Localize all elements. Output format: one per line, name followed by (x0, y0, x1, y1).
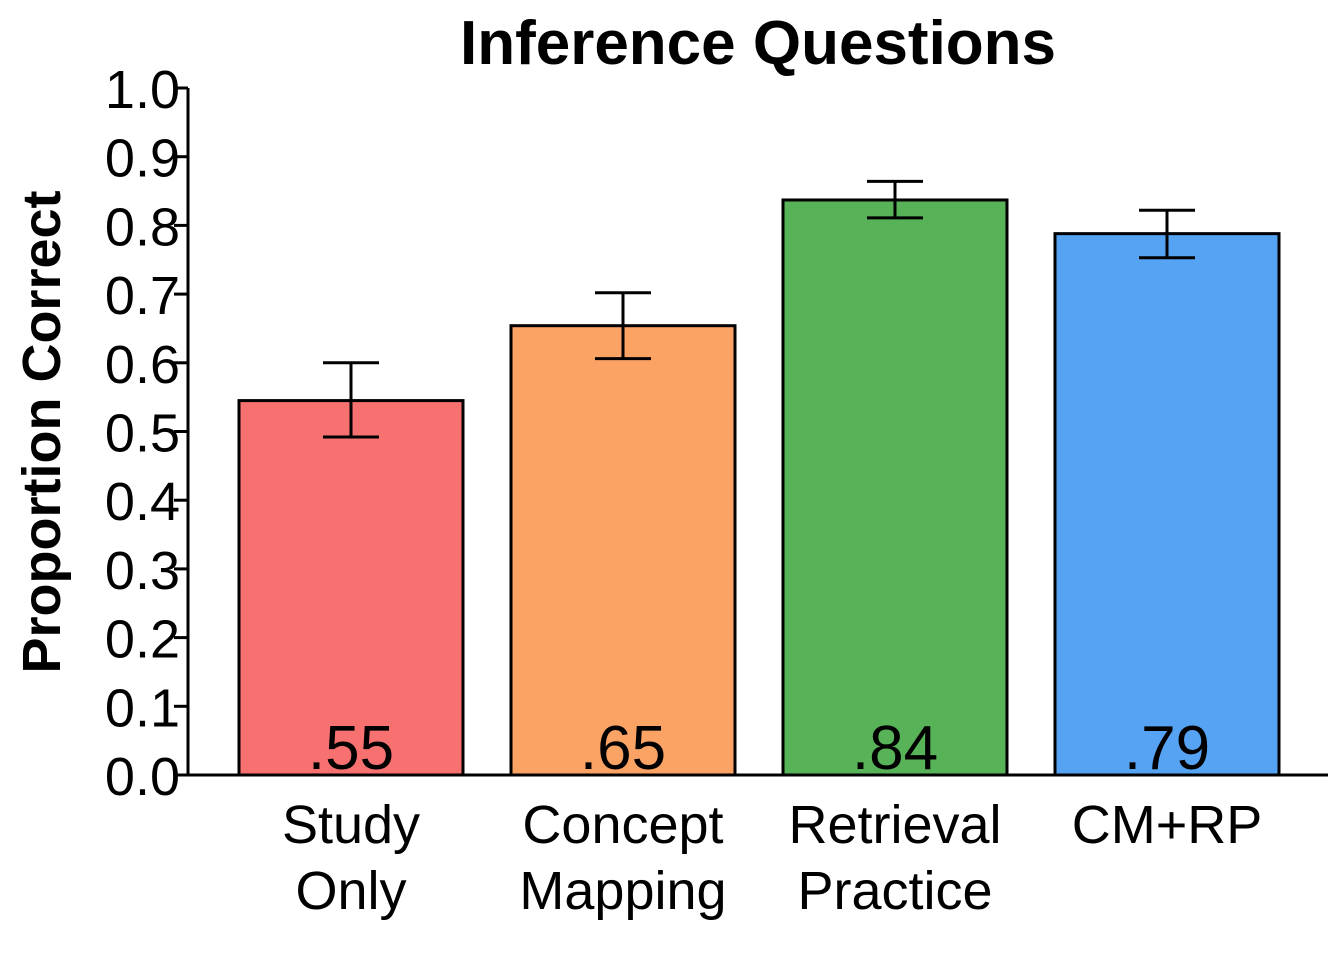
chart-title: Inference Questions (460, 9, 1056, 78)
y-tick-label: 0.9 (105, 129, 180, 189)
x-category-label: Practice (797, 861, 992, 921)
bar (509, 324, 737, 777)
bar (781, 198, 1009, 777)
y-tick-label: 0.2 (105, 610, 180, 670)
x-category-label: Only (295, 861, 406, 921)
y-tick-label: 0.5 (105, 404, 180, 464)
y-tick-label: 0.7 (105, 266, 180, 326)
y-tick-label: 0.4 (105, 472, 180, 532)
data-label: .55 (308, 714, 394, 783)
data-label: .84 (852, 714, 938, 783)
data-label: .65 (580, 714, 666, 783)
x-category-label: CM+RP (1072, 795, 1263, 855)
y-axis-label: Proportion Correct (12, 190, 72, 673)
x-category-label: Retrieval (788, 795, 1001, 855)
plot-area: 0.0 0.1 0.2 0.3 0.4 0.5 0.6 0.7 0.8 0.9 1.0 .55 Stud… (105, 60, 1328, 921)
y-tick-label: 0.3 (105, 541, 180, 601)
data-label: .79 (1124, 714, 1210, 783)
bar (1053, 232, 1281, 777)
x-category-label: Study (282, 795, 420, 855)
y-tick-label: 0.1 (105, 678, 180, 738)
y-tick-label: 1.0 (105, 60, 180, 120)
bar (237, 399, 465, 777)
y-tick-label: 0.0 (105, 747, 180, 807)
x-category-label: Mapping (519, 861, 726, 921)
x-category-label: Concept (522, 795, 723, 855)
y-tick-label: 0.6 (105, 335, 180, 395)
y-tick-label: 0.8 (105, 197, 180, 257)
